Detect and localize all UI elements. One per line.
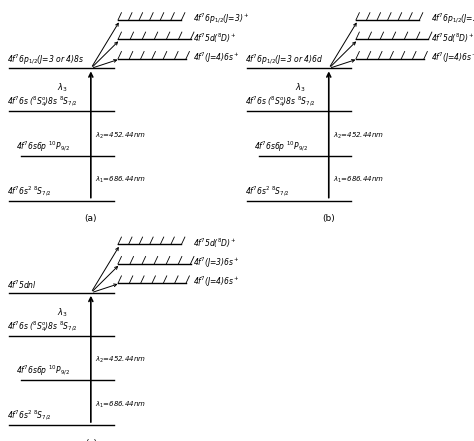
Text: 4f$^7$5d($^8$D)$^+$: 4f$^7$5d($^8$D)$^+$ [193, 237, 237, 250]
Text: 4f$^7$5d($^8$D)$^+$: 4f$^7$5d($^8$D)$^+$ [431, 32, 474, 45]
Text: $\lambda_2$=452.44nm: $\lambda_2$=452.44nm [95, 355, 146, 365]
Text: $\lambda_1$=686.44nm: $\lambda_1$=686.44nm [95, 175, 146, 185]
Text: 4f$^7$6s$^2$ $^8$S$_{7/2}$: 4f$^7$6s$^2$ $^8$S$_{7/2}$ [7, 409, 52, 423]
Text: 4f$^7$6p$_{1/2}$(J=3)$^+$: 4f$^7$6p$_{1/2}$(J=3)$^+$ [193, 12, 249, 26]
Text: $\lambda_2$=452.44nm: $\lambda_2$=452.44nm [333, 131, 384, 141]
Text: 4f$^7$(J=4)6s$^+$: 4f$^7$(J=4)6s$^+$ [193, 51, 239, 65]
Text: 4f$^7$6s ($^8$S$_4^o$)8s $^8$S$_{7/2}$: 4f$^7$6s ($^8$S$_4^o$)8s $^8$S$_{7/2}$ [245, 94, 316, 109]
Text: (a): (a) [84, 214, 97, 223]
Text: 4f$^7$6s ($^8$S$_4^o$)8s $^8$S$_{7/2}$: 4f$^7$6s ($^8$S$_4^o$)8s $^8$S$_{7/2}$ [7, 319, 78, 334]
Text: 4f$^7$(J=4)6s$^+$: 4f$^7$(J=4)6s$^+$ [431, 51, 474, 65]
Text: 4f$^7$5dn$l$: 4f$^7$5dn$l$ [7, 279, 37, 291]
Text: $\lambda_2$=452.44nm: $\lambda_2$=452.44nm [95, 131, 146, 141]
Text: 4f$^7$6s ($^8$S$_4^o$)8s $^8$S$_{7/2}$: 4f$^7$6s ($^8$S$_4^o$)8s $^8$S$_{7/2}$ [7, 94, 78, 109]
Text: 4f$^7$6s$^2$ $^8$S$_{7/2}$: 4f$^7$6s$^2$ $^8$S$_{7/2}$ [7, 184, 52, 198]
Text: (b): (b) [322, 214, 335, 223]
Text: (c): (c) [85, 439, 97, 441]
Text: 4f$^7$6p$_{1/2}$(J=3)$^+$: 4f$^7$6p$_{1/2}$(J=3)$^+$ [431, 12, 474, 26]
Text: $\lambda_1$=686.44nm: $\lambda_1$=686.44nm [95, 400, 146, 410]
Text: 4f$^7$(J=3)6s$^+$: 4f$^7$(J=3)6s$^+$ [193, 256, 239, 270]
Text: 4f$^7$5d($^8$D)$^+$: 4f$^7$5d($^8$D)$^+$ [193, 32, 237, 45]
Text: 4f$^7$6p$_{1/2}$(J=3 or 4)6d: 4f$^7$6p$_{1/2}$(J=3 or 4)6d [245, 52, 323, 67]
Text: $\lambda_3$: $\lambda_3$ [295, 82, 305, 94]
Text: $\lambda_3$: $\lambda_3$ [57, 306, 67, 318]
Text: $\lambda_3$: $\lambda_3$ [57, 82, 67, 94]
Text: 4f$^7$6s$^2$ $^8$S$_{7/2}$: 4f$^7$6s$^2$ $^8$S$_{7/2}$ [245, 184, 290, 198]
Text: $\lambda_1$=686.44nm: $\lambda_1$=686.44nm [333, 175, 384, 185]
Text: 4f$^7$(J=4)6s$^+$: 4f$^7$(J=4)6s$^+$ [193, 275, 239, 289]
Text: 4f$^7$6s6p $^{10}$P$_{9/2}$: 4f$^7$6s6p $^{10}$P$_{9/2}$ [254, 140, 308, 154]
Text: 4f$^7$6p$_{1/2}$(J=3 or 4)8s: 4f$^7$6p$_{1/2}$(J=3 or 4)8s [7, 52, 84, 67]
Text: 4f$^7$6s6p $^{10}$P$_{9/2}$: 4f$^7$6s6p $^{10}$P$_{9/2}$ [16, 364, 70, 378]
Text: 4f$^7$6s6p $^{10}$P$_{9/2}$: 4f$^7$6s6p $^{10}$P$_{9/2}$ [16, 140, 70, 154]
